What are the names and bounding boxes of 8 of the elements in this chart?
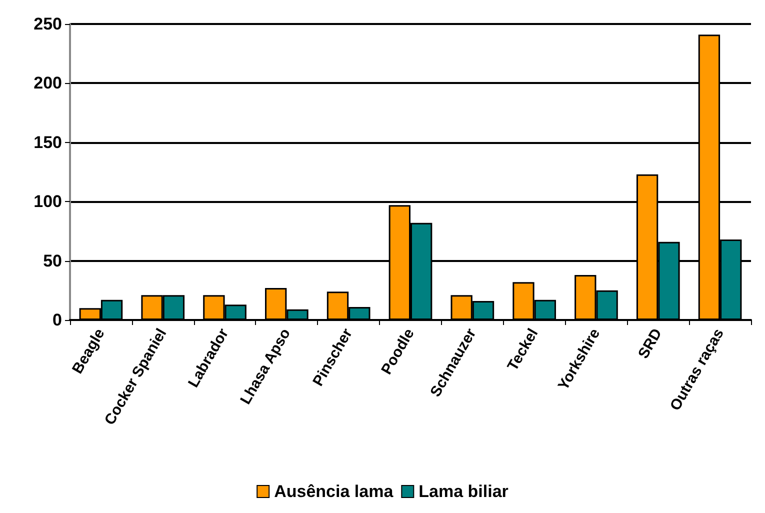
y-tick-label: 250	[34, 14, 62, 34]
y-tick-label: 150	[34, 132, 62, 152]
y-tick-label: 200	[34, 74, 62, 93]
y-tick-label: 50	[43, 251, 62, 270]
legend-label: Lama biliar	[418, 482, 509, 501]
legend-label: Ausência lama	[274, 482, 394, 501]
y-tick-label: 100	[34, 192, 62, 212]
y-tick-label: 0	[52, 310, 62, 330]
